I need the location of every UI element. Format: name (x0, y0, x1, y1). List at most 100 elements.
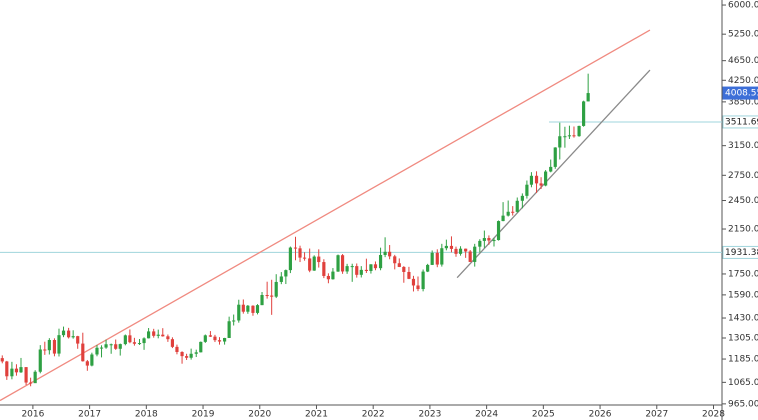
candle-body (383, 251, 387, 255)
candle-body (95, 347, 99, 355)
candle-body (430, 252, 434, 265)
candle-body (496, 221, 501, 241)
candle-body (270, 295, 274, 297)
candle-body (57, 335, 61, 354)
candle-body (473, 246, 477, 262)
y-tick-label: 1590.00 (728, 290, 758, 300)
candle-body (326, 275, 330, 280)
candle-body (255, 305, 260, 313)
candle-body (109, 344, 113, 346)
candle-body (0, 358, 4, 362)
candle-body (544, 171, 548, 186)
candle-body (185, 356, 189, 358)
candle-body (487, 238, 491, 241)
price-label-box (722, 245, 758, 259)
candle-body (284, 270, 288, 277)
candle-body (99, 347, 104, 349)
candle-body (189, 353, 193, 358)
candle-body (288, 247, 292, 271)
candle-body (199, 341, 203, 353)
candle-body (407, 271, 411, 279)
candle-body (38, 349, 42, 372)
candle-body (501, 215, 505, 222)
candle-body (213, 336, 217, 341)
price-label-box (722, 86, 758, 100)
candle-body (582, 101, 586, 126)
candle-body (534, 175, 539, 184)
candle-body (336, 255, 340, 272)
candle-body (81, 343, 85, 362)
candle-body (449, 245, 454, 249)
candle-body (10, 368, 14, 377)
candle-body (246, 305, 250, 312)
candle-body (549, 166, 553, 172)
candle-body (572, 135, 576, 137)
candle-body (393, 256, 397, 264)
candle-body (123, 335, 127, 345)
candle-body (43, 349, 47, 351)
candle-body (345, 266, 349, 272)
candle-body (444, 245, 448, 249)
candle-body (586, 93, 590, 102)
price-label: 1931.38 (725, 248, 758, 258)
candle-body (24, 367, 28, 383)
candle-body (61, 330, 66, 336)
y-tick-label: 6000.00 (728, 1, 758, 11)
x-tick-label: 2017 (78, 410, 101, 420)
price-label: 4008.55 (725, 89, 758, 99)
candle-body (340, 255, 345, 272)
candle-body (161, 334, 165, 337)
candle-body (251, 305, 255, 313)
x-tick-label: 2020 (248, 410, 271, 420)
candle-body (454, 248, 458, 254)
candle-body (520, 195, 524, 201)
candle-body (426, 264, 430, 272)
candle-body (71, 336, 75, 338)
candle-body (14, 368, 19, 373)
candle-body (511, 211, 515, 213)
candle-body (317, 256, 321, 263)
x-tick-label: 2025 (532, 410, 555, 420)
price-label: 3511.69 (725, 117, 758, 127)
candle-body (411, 278, 416, 286)
candle-body (468, 251, 472, 262)
candle-body (279, 276, 283, 282)
trend-line (0, 29, 651, 402)
candle-body (175, 346, 179, 352)
candle-body (435, 252, 439, 265)
candle-body (237, 304, 241, 321)
y-tick-label: 1430.00 (728, 314, 758, 324)
candle-body (558, 136, 562, 148)
candle-body (203, 335, 207, 342)
y-tick-label: 4250.00 (728, 76, 758, 86)
candle-body (478, 240, 482, 247)
y-tick-label: 4650.00 (728, 56, 758, 66)
candle-body (553, 147, 557, 167)
candle-body (355, 266, 359, 275)
candle-body (142, 338, 146, 344)
candle-body (194, 352, 198, 354)
candle-body (506, 211, 510, 216)
candle-body (482, 238, 486, 241)
candle-body (350, 266, 354, 268)
x-tick-label: 2022 (362, 410, 385, 420)
candle-body (274, 281, 278, 297)
candle-body (265, 295, 269, 297)
candle-body (322, 262, 326, 276)
candle-body (118, 344, 122, 349)
candle-body (132, 342, 137, 344)
candle-body (402, 266, 406, 272)
candle-body (227, 321, 231, 338)
candle-body (232, 320, 236, 322)
candle-body (539, 183, 543, 186)
x-tick-label: 2027 (645, 410, 668, 420)
y-tick-label: 2150.00 (728, 225, 758, 235)
candle-body (67, 330, 71, 338)
candle-body (458, 248, 463, 254)
candle-body (90, 354, 94, 366)
x-tick-label: 2024 (475, 410, 498, 420)
x-tick-label: 2023 (418, 410, 441, 420)
candle-body (76, 336, 80, 344)
